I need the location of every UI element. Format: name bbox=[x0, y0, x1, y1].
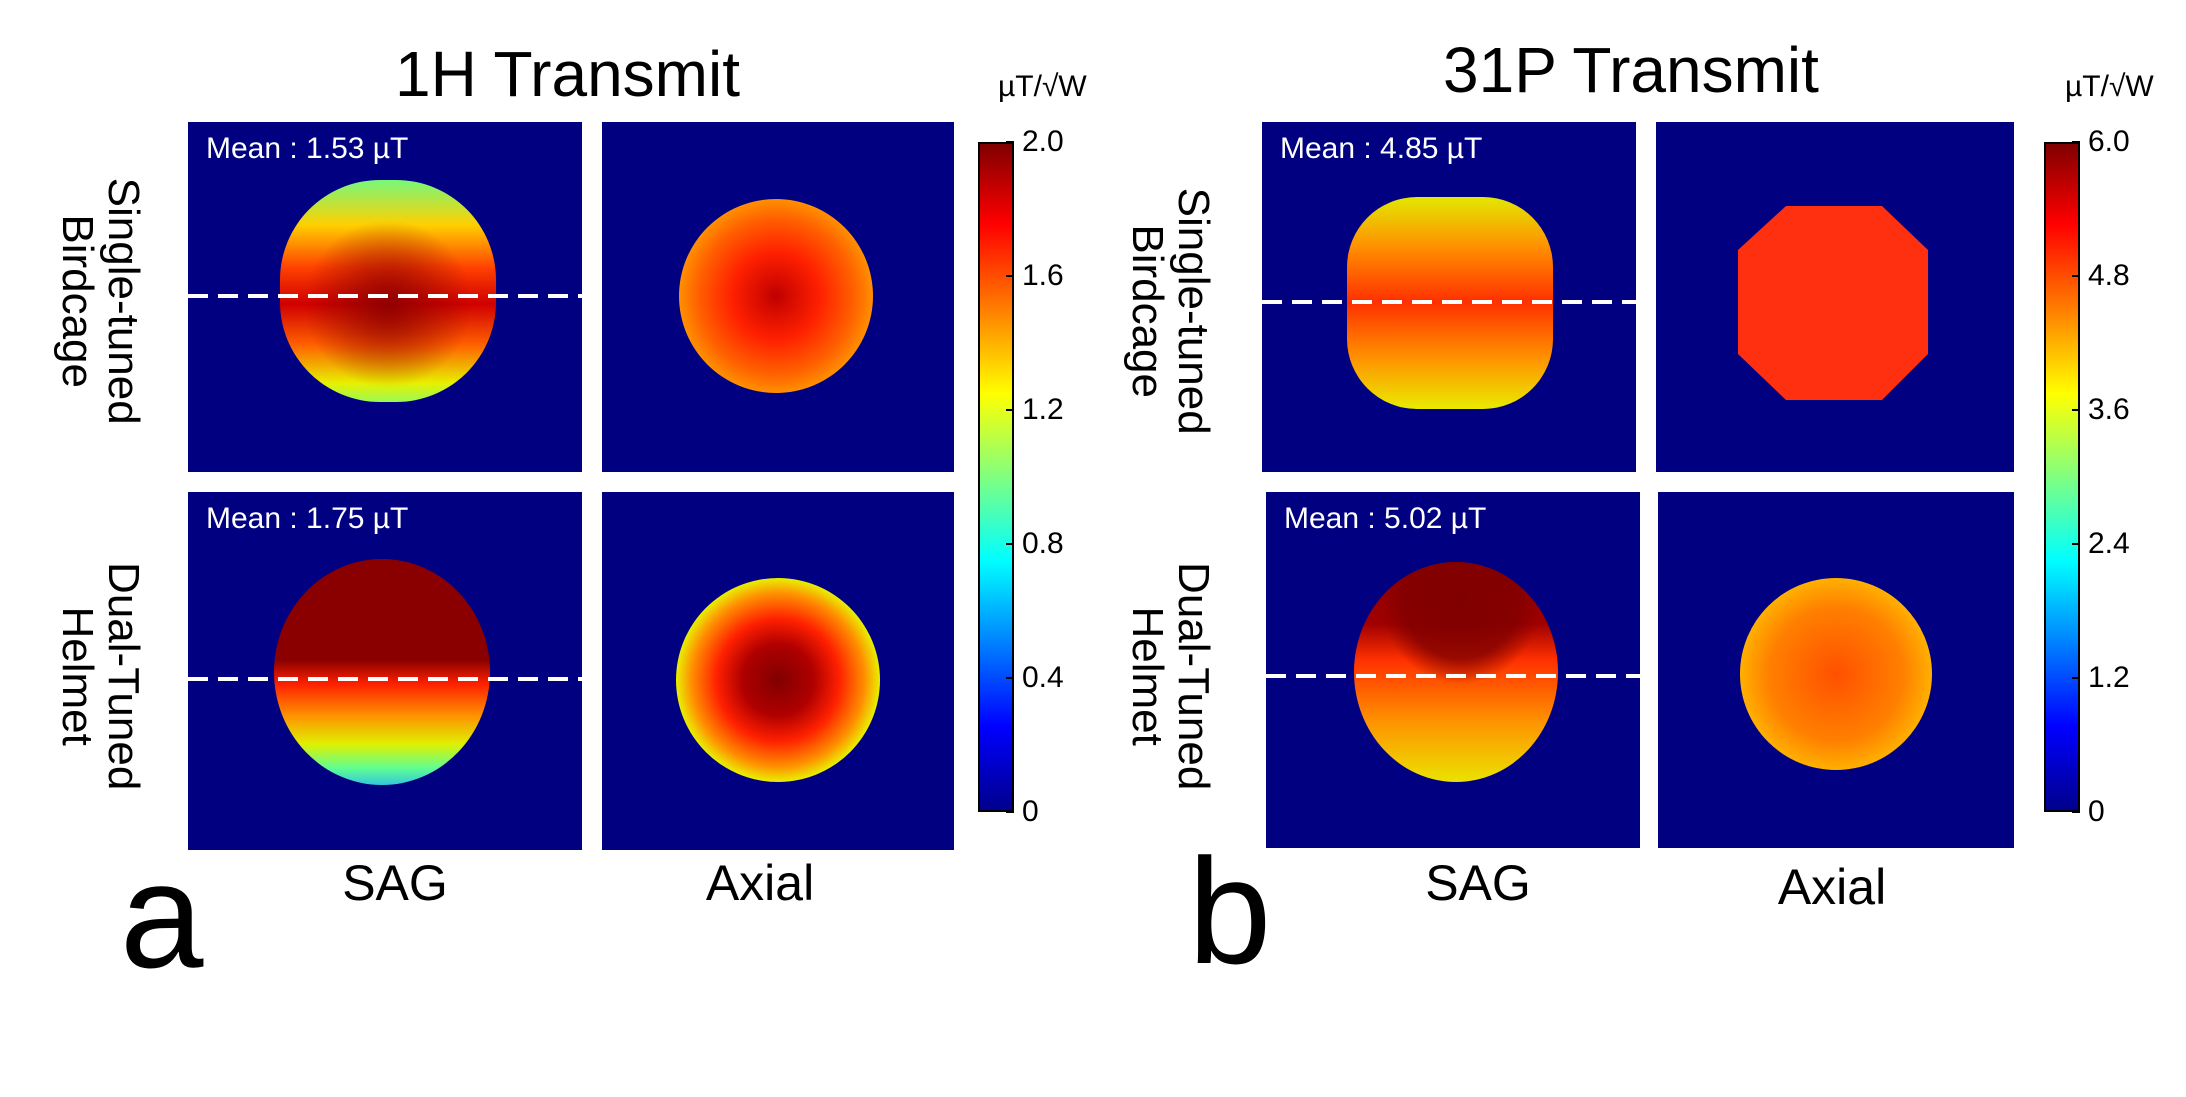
panel-b-col-label-axial: Axial bbox=[1777, 859, 1887, 915]
panel-b-colorbar-unit: µT/√W bbox=[2065, 70, 2154, 103]
panel_b-colorbar-tick-label: 0 bbox=[2088, 795, 2105, 828]
panel-a-letter: a bbox=[120, 831, 204, 999]
panel_b-colorbar-tick-mark bbox=[2072, 141, 2080, 143]
panel-b-col-label-sag: SAG bbox=[1425, 855, 1531, 911]
panel-a-colorbar-unit: µT/√W bbox=[998, 70, 1087, 103]
panel-b-mean-1: Mean : 4.85 µT bbox=[1280, 132, 1483, 165]
panel-b-row-label-2: Dual-Tuned Helmet bbox=[1123, 562, 1219, 791]
panel-b-single-sag-map: Mean : 4.85 µT bbox=[1262, 122, 1636, 472]
panel-a-mean-1: Mean : 1.53 µT bbox=[206, 132, 409, 165]
panel_a-colorbar-tick-label: 0.8 bbox=[1022, 527, 1064, 560]
panel_b-colorbar-tick-mark bbox=[2072, 409, 2080, 411]
panel_a-colorbar-tick-mark bbox=[1006, 811, 1014, 813]
panel-a-col-label-axial: Axial bbox=[705, 855, 815, 911]
panel-a-single-axial-map bbox=[602, 122, 954, 472]
panel_b-colorbar-tick-label: 2.4 bbox=[2088, 527, 2130, 560]
panel_b-colorbar-tick-label: 1.2 bbox=[2088, 661, 2130, 694]
panel-a-dual-axial-map bbox=[602, 492, 954, 850]
panel-b-dual-axial-map bbox=[1658, 492, 2014, 848]
panel_b-colorbar-tick-mark bbox=[2072, 275, 2080, 277]
panel_a-colorbar-tick-mark bbox=[1006, 409, 1014, 411]
panel_a-colorbar-tick-label: 0.4 bbox=[1022, 661, 1064, 694]
panel-b-single-axial-map bbox=[1656, 122, 2014, 472]
panel_a-colorbar-tick-mark bbox=[1006, 275, 1014, 277]
panel_b-colorbar-tick-label: 6.0 bbox=[2088, 125, 2130, 158]
panel-a-dual-sag-map: Mean : 1.75 µT bbox=[188, 492, 582, 850]
panel-b-title: 31P Transmit bbox=[1443, 34, 1819, 106]
panel_b-colorbar-tick-mark bbox=[2072, 543, 2080, 545]
panel_a-colorbar-tick-label: 0 bbox=[1022, 795, 1039, 828]
panel-a-single-sag-map: Mean : 1.53 µT bbox=[188, 122, 582, 472]
panel_a-colorbar-tick-mark bbox=[1006, 677, 1014, 679]
panel_a-colorbar-tick-label: 1.6 bbox=[1022, 259, 1064, 292]
panel_a-colorbar-tick-mark bbox=[1006, 141, 1014, 143]
panel-b-row-label-1: Single-tuned Birdcage bbox=[1123, 187, 1219, 435]
panel-b-colorbar bbox=[2044, 142, 2080, 812]
panel-a-col-label-sag: SAG bbox=[342, 855, 448, 911]
panel-b-letter: b bbox=[1188, 827, 1272, 995]
panel_b-colorbar-tick-mark bbox=[2072, 811, 2080, 813]
panel-b-dual-sag-map: Mean : 5.02 µT bbox=[1266, 492, 1640, 848]
panel-a-row-label-1: Single-tuned Birdcage bbox=[53, 177, 149, 425]
panel_b-colorbar-tick-label: 4.8 bbox=[2088, 259, 2130, 292]
panel_b-colorbar-tick-label: 3.6 bbox=[2088, 393, 2130, 426]
panel_a-colorbar-tick-label: 1.2 bbox=[1022, 393, 1064, 426]
panel-a-colorbar bbox=[978, 142, 1014, 812]
panel-a-title: 1H Transmit bbox=[395, 38, 740, 110]
panel_b-colorbar-tick-mark bbox=[2072, 677, 2080, 679]
panel-a-row-label-2: Dual-Tuned Helmet bbox=[53, 562, 149, 791]
panel-a-mean-2: Mean : 1.75 µT bbox=[206, 502, 409, 535]
panel-b-mean-2: Mean : 5.02 µT bbox=[1284, 502, 1487, 535]
panel_a-colorbar-tick-label: 2.0 bbox=[1022, 125, 1064, 158]
panel_a-colorbar-tick-mark bbox=[1006, 543, 1014, 545]
